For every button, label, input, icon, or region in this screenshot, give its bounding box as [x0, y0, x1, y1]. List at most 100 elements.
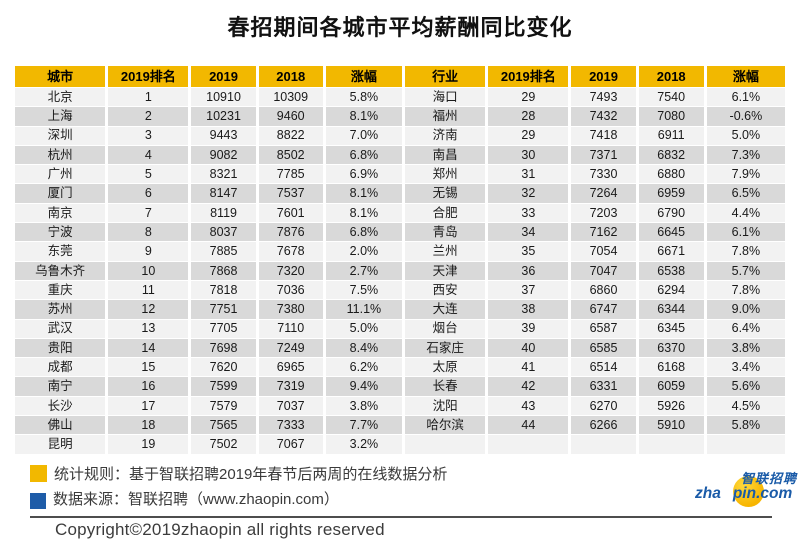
- table-cell: 43: [488, 396, 569, 416]
- table-cell: 5910: [638, 416, 704, 435]
- copyright-text: Copyright©2019zhaopin all rights reserve…: [55, 520, 385, 539]
- table-cell: 7.7%: [325, 416, 402, 435]
- table-cell: 13: [108, 319, 189, 338]
- table-cell: 8321: [191, 165, 256, 184]
- table-cell: 5.6%: [706, 377, 785, 396]
- table-cell: 3: [108, 126, 189, 145]
- table-cell: 33: [488, 203, 569, 223]
- column-header: 2019排名: [488, 66, 569, 87]
- table-cell: 29: [488, 126, 569, 145]
- table-cell: 8037: [191, 223, 256, 242]
- table-cell: 佛山: [15, 416, 106, 435]
- table-cell: 6.9%: [325, 165, 402, 184]
- data-source-note: 数据来源：智联招聘（www.zhaopin.com）: [30, 487, 339, 509]
- page-title: 春招期间各城市平均薪酬同比变化: [227, 15, 573, 40]
- table-cell: 7601: [258, 203, 323, 223]
- table-cell: 11: [108, 280, 189, 300]
- table-cell: 8.1%: [325, 107, 402, 126]
- table-cell: 40: [488, 338, 569, 358]
- table-cell: 成都: [15, 358, 106, 377]
- table-cell: 广州: [15, 165, 106, 184]
- table-cell: 7.8%: [706, 242, 785, 261]
- table-cell: 7371: [571, 145, 636, 165]
- table-cell: 7110: [258, 319, 323, 338]
- table-cell: 7705: [191, 319, 256, 338]
- table-cell: 2.0%: [325, 242, 402, 261]
- table-cell: 12: [108, 300, 189, 319]
- table-cell: 7: [108, 203, 189, 223]
- yellow-square-bullet-icon: [30, 465, 47, 482]
- table-cell: 7620: [191, 358, 256, 377]
- column-header: 2019排名: [108, 66, 189, 87]
- table-cell: 3.2%: [325, 435, 402, 454]
- table-cell: 7.3%: [706, 145, 785, 165]
- table-cell: 7698: [191, 338, 256, 358]
- table-cell: 10: [108, 261, 189, 280]
- table-cell: 11.1%: [325, 300, 402, 319]
- table-cell: 7599: [191, 377, 256, 396]
- table-cell: 7751: [191, 300, 256, 319]
- table-cell: 7036: [258, 280, 323, 300]
- zhaopin-logo: 智联招聘 zha pin.com: [695, 468, 797, 514]
- table-cell: 6965: [258, 358, 323, 377]
- table-cell: 9.4%: [325, 377, 402, 396]
- table-cell: 大连: [405, 300, 486, 319]
- table-cell: 6345: [638, 319, 704, 338]
- table-cell: 7330: [571, 165, 636, 184]
- table-cell: 3.4%: [706, 358, 785, 377]
- table-cell: 7.8%: [706, 280, 785, 300]
- table-cell: 重庆: [15, 280, 106, 300]
- table-cell: 海口: [405, 88, 486, 107]
- table-cell: 6270: [571, 396, 636, 416]
- table-cell: 南京: [15, 203, 106, 223]
- table-cell: 哈尔滨: [405, 416, 486, 435]
- table-cell: 7885: [191, 242, 256, 261]
- column-header: 涨幅: [325, 66, 402, 87]
- table-cell: 6911: [638, 126, 704, 145]
- table-cell: 35: [488, 242, 569, 261]
- table-cell: 7418: [571, 126, 636, 145]
- table-cell: 9: [108, 242, 189, 261]
- table-cell: 8822: [258, 126, 323, 145]
- table-cell: 郑州: [405, 165, 486, 184]
- table-cell: 30: [488, 145, 569, 165]
- table-cell: 6370: [638, 338, 704, 358]
- logo-en-text: zha pin.com: [695, 485, 793, 502]
- table-cell: 6832: [638, 145, 704, 165]
- table-cell: 宁波: [15, 223, 106, 242]
- table-cell: 兰州: [405, 242, 486, 261]
- table-cell: 合肥: [405, 203, 486, 223]
- table-cell: 15: [108, 358, 189, 377]
- table-cell: 6.8%: [325, 223, 402, 242]
- table-cell: 6514: [571, 358, 636, 377]
- table-cell: 5.7%: [706, 261, 785, 280]
- table-cell: [571, 435, 636, 454]
- table-cell: 42: [488, 377, 569, 396]
- table-cell: 天津: [405, 261, 486, 280]
- table-cell: 北京: [15, 88, 106, 107]
- table-cell: 福州: [405, 107, 486, 126]
- table-cell: 厦门: [15, 184, 106, 203]
- table-cell: 7540: [638, 88, 704, 107]
- table-cell: 41: [488, 358, 569, 377]
- table-cell: 7876: [258, 223, 323, 242]
- table-cell: 6959: [638, 184, 704, 203]
- table-cell: 5.0%: [706, 126, 785, 145]
- table-cell: [488, 435, 569, 454]
- table-cell: 7432: [571, 107, 636, 126]
- table-cell: 9460: [258, 107, 323, 126]
- table-cell: 东莞: [15, 242, 106, 261]
- stat-rule-text: 统计规则：基于智联招聘2019年春节后两周的在线数据分析: [54, 466, 448, 483]
- column-header: 涨幅: [706, 66, 785, 87]
- table-cell: 7785: [258, 165, 323, 184]
- table-cell: 6645: [638, 223, 704, 242]
- table-cell: 6266: [571, 416, 636, 435]
- table-cell: 2: [108, 107, 189, 126]
- table-cell: 6538: [638, 261, 704, 280]
- column-header: 城市: [15, 66, 106, 87]
- table-cell: 8.1%: [325, 203, 402, 223]
- table-cell: 6.2%: [325, 358, 402, 377]
- table-cell: 7264: [571, 184, 636, 203]
- table-cell: 3.8%: [325, 396, 402, 416]
- table-cell: 深圳: [15, 126, 106, 145]
